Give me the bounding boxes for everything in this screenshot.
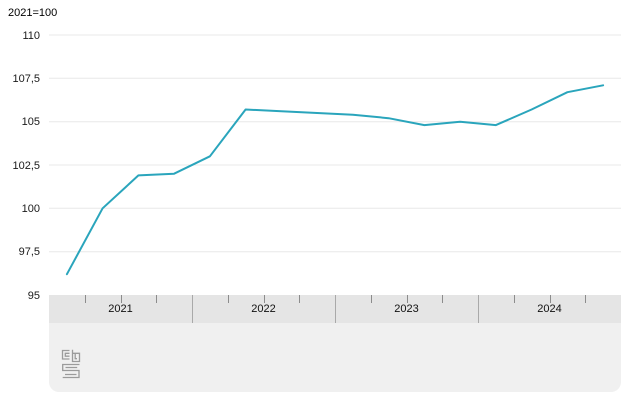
y-axis-label: 105 [21, 116, 40, 129]
x-axis-year-label: 2024 [537, 303, 562, 315]
y-axis-label: 100 [21, 202, 40, 215]
x-axis-year-label: 2022 [251, 303, 276, 315]
quarter-tick [406, 295, 408, 303]
x-axis-year-label: 2023 [394, 303, 419, 315]
quarter-tick [442, 295, 444, 303]
y-axis-label: 95 [27, 289, 40, 302]
quarter-tick [227, 295, 229, 303]
y-axis-label: 97,5 [18, 246, 40, 259]
quarter-tick [513, 295, 515, 303]
year-divider [192, 295, 193, 323]
quarter-tick [370, 295, 372, 303]
y-axis-label: 107,5 [12, 72, 40, 85]
year-divider [335, 295, 336, 323]
y-axis-label: 110 [22, 29, 40, 42]
quarter-tick [84, 295, 86, 303]
year-divider [478, 295, 479, 323]
x-axis-band: 2021 2022 2023 2024 [49, 295, 621, 323]
quarter-tick [299, 295, 301, 303]
y-axis-label: 102,5 [12, 159, 40, 172]
quarter-tick [120, 295, 122, 303]
quarter-tick [263, 295, 265, 303]
cbs-logo-glyph [61, 349, 81, 379]
quarter-tick [156, 295, 158, 303]
x-axis-year-label: 2021 [108, 303, 133, 315]
quarter-tick [549, 295, 551, 303]
line-chart-plot [49, 34, 621, 276]
chart-title: 2021=100 [8, 7, 58, 19]
chart-footer [49, 323, 621, 392]
data-line [65, 84, 605, 276]
quarter-tick [585, 295, 587, 303]
cbs-logo [61, 349, 81, 379]
